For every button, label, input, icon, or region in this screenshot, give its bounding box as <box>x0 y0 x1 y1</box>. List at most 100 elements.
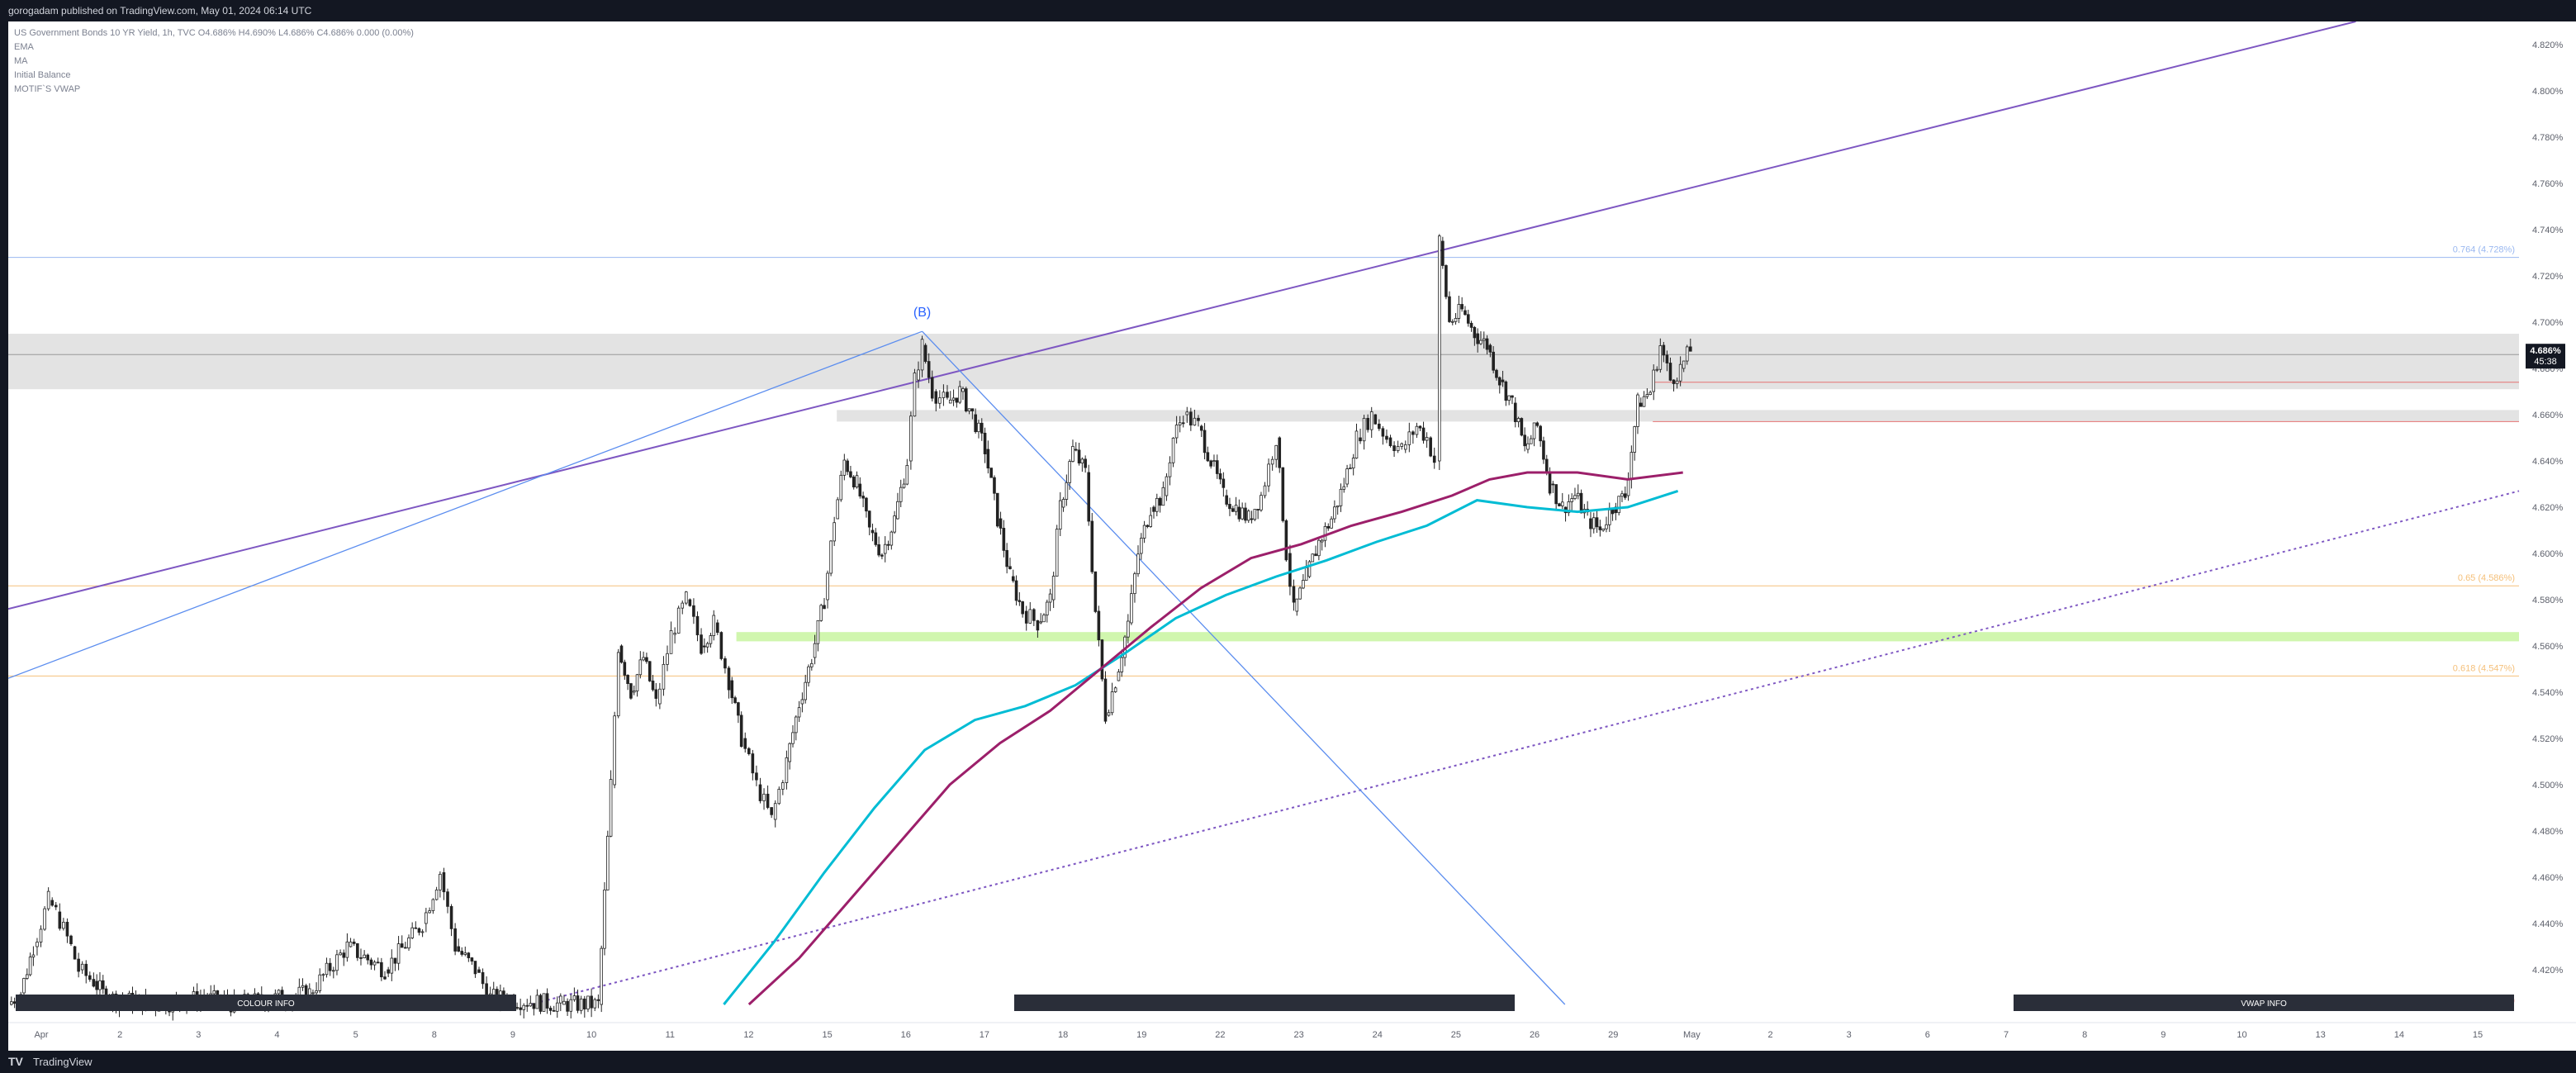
candle-body <box>297 986 301 996</box>
x-tick-label: 26 <box>1530 1030 1539 1040</box>
candle-body <box>1046 601 1049 615</box>
candle-body <box>1133 573 1136 595</box>
symbol-line: US Government Bonds 10 YR Yield, 1h, TVC… <box>14 28 414 38</box>
candle-body <box>88 975 92 980</box>
candle-body <box>1662 344 1666 356</box>
candle-body <box>1342 486 1346 490</box>
candle-body <box>993 477 996 494</box>
chart-area[interactable]: 0.764 (4.728%) 0.65 (4.586%) 0.618 (4.547%… <box>8 21 2576 1051</box>
tradingview-logo-icon[interactable]: TV <box>8 1055 23 1068</box>
price-chart[interactable]: 0.764 (4.728%) 0.65 (4.586%) 0.618 (4.547%… <box>8 21 2576 1051</box>
candle-body <box>519 1007 522 1010</box>
candle-body <box>855 475 859 488</box>
candle-body <box>1055 529 1059 577</box>
candle-body <box>1466 314 1470 324</box>
candle-body <box>1304 567 1308 581</box>
candle-body <box>1513 402 1517 422</box>
candle-body <box>1246 510 1250 521</box>
candle-body <box>1388 437 1392 447</box>
candle-body <box>800 699 804 705</box>
candle-body <box>1385 435 1388 440</box>
trendline-blue-down <box>922 330 1566 1005</box>
x-tick-label: 10 <box>2237 1030 2246 1040</box>
candle-body <box>77 958 80 972</box>
candle-body <box>58 911 62 929</box>
candle-body <box>328 962 332 971</box>
candle-body <box>345 941 349 958</box>
candle-body <box>600 947 603 1005</box>
candle-body <box>1649 392 1652 395</box>
candle-body <box>1544 458 1549 474</box>
candle-body <box>688 599 692 606</box>
candle-body <box>1373 414 1378 425</box>
candle-body <box>839 474 843 501</box>
candle-body <box>1284 520 1288 561</box>
candle-body <box>453 928 457 952</box>
candle-body <box>579 998 583 1011</box>
candle-body <box>431 899 435 911</box>
candle-body <box>623 662 627 676</box>
candle-body <box>758 784 762 801</box>
indicator-initial-balance[interactable]: Initial Balance <box>14 70 71 80</box>
candle-body <box>777 789 781 805</box>
candle-body <box>342 952 346 958</box>
candle-body <box>1065 482 1069 500</box>
candle-body <box>46 890 50 909</box>
x-tick-label: 5 <box>353 1030 358 1040</box>
candle-body <box>662 663 666 690</box>
candle-body <box>376 961 380 964</box>
candle-body <box>12 1001 17 1004</box>
candle-body <box>1333 506 1336 520</box>
x-tick-label: 16 <box>901 1030 911 1040</box>
candle-body <box>1554 484 1558 505</box>
vwap-info-box <box>2014 995 2514 1011</box>
candle-body <box>1378 423 1381 430</box>
x-tick-label: Apr <box>34 1030 48 1040</box>
x-tick-label: 11 <box>666 1030 675 1040</box>
candle-body <box>1021 601 1024 615</box>
candle-body <box>964 388 968 412</box>
x-tick-label: 2 <box>117 1030 122 1040</box>
x-tick-label: 18 <box>1058 1030 1068 1040</box>
indicator-vwap[interactable]: MOTIF`S VWAP <box>14 84 81 94</box>
candle-body <box>390 957 394 974</box>
candle-body <box>73 946 77 960</box>
candle-body <box>727 667 731 691</box>
candle-body <box>1504 381 1508 401</box>
candle-body <box>961 388 965 392</box>
tradingview-brand[interactable]: TradingView <box>33 1056 93 1068</box>
trendline-purple-channel-lower <box>530 490 2520 1005</box>
candle-body <box>1551 483 1555 486</box>
fib-label-0.764: 0.764 (4.728%) <box>2453 245 2515 255</box>
indicator-ema[interactable]: EMA <box>14 42 34 52</box>
candle-body <box>1051 576 1056 601</box>
candle-body <box>629 683 633 699</box>
candle-body <box>632 691 636 693</box>
candle-body <box>1396 446 1400 452</box>
candle-body <box>1645 394 1649 397</box>
candle-body <box>788 743 791 762</box>
candle-body <box>1665 354 1669 363</box>
candle-body <box>833 522 836 542</box>
candle-body <box>1623 493 1627 498</box>
candle-body <box>751 753 755 774</box>
candle-body <box>1411 431 1415 435</box>
candle-body <box>1314 553 1317 557</box>
candle-body <box>1212 460 1216 463</box>
candle-body <box>733 697 737 704</box>
candle-body <box>566 1000 569 1012</box>
candle-body <box>1529 438 1533 444</box>
candle-body <box>10 1001 13 1005</box>
candle-body <box>532 1003 536 1009</box>
series-ema <box>723 489 1679 1005</box>
candle-body <box>1298 587 1302 600</box>
publisher-text: gorogadam published on TradingView.com, … <box>8 5 312 17</box>
candle-body <box>387 969 390 974</box>
middle-info-box <box>1014 995 1515 1011</box>
candle-body <box>25 974 29 979</box>
candle-body <box>762 793 766 801</box>
candle-body <box>31 954 36 958</box>
candle-body <box>1689 346 1692 352</box>
indicator-ma[interactable]: MA <box>14 56 28 66</box>
wave-label-b: (B) <box>913 306 931 320</box>
